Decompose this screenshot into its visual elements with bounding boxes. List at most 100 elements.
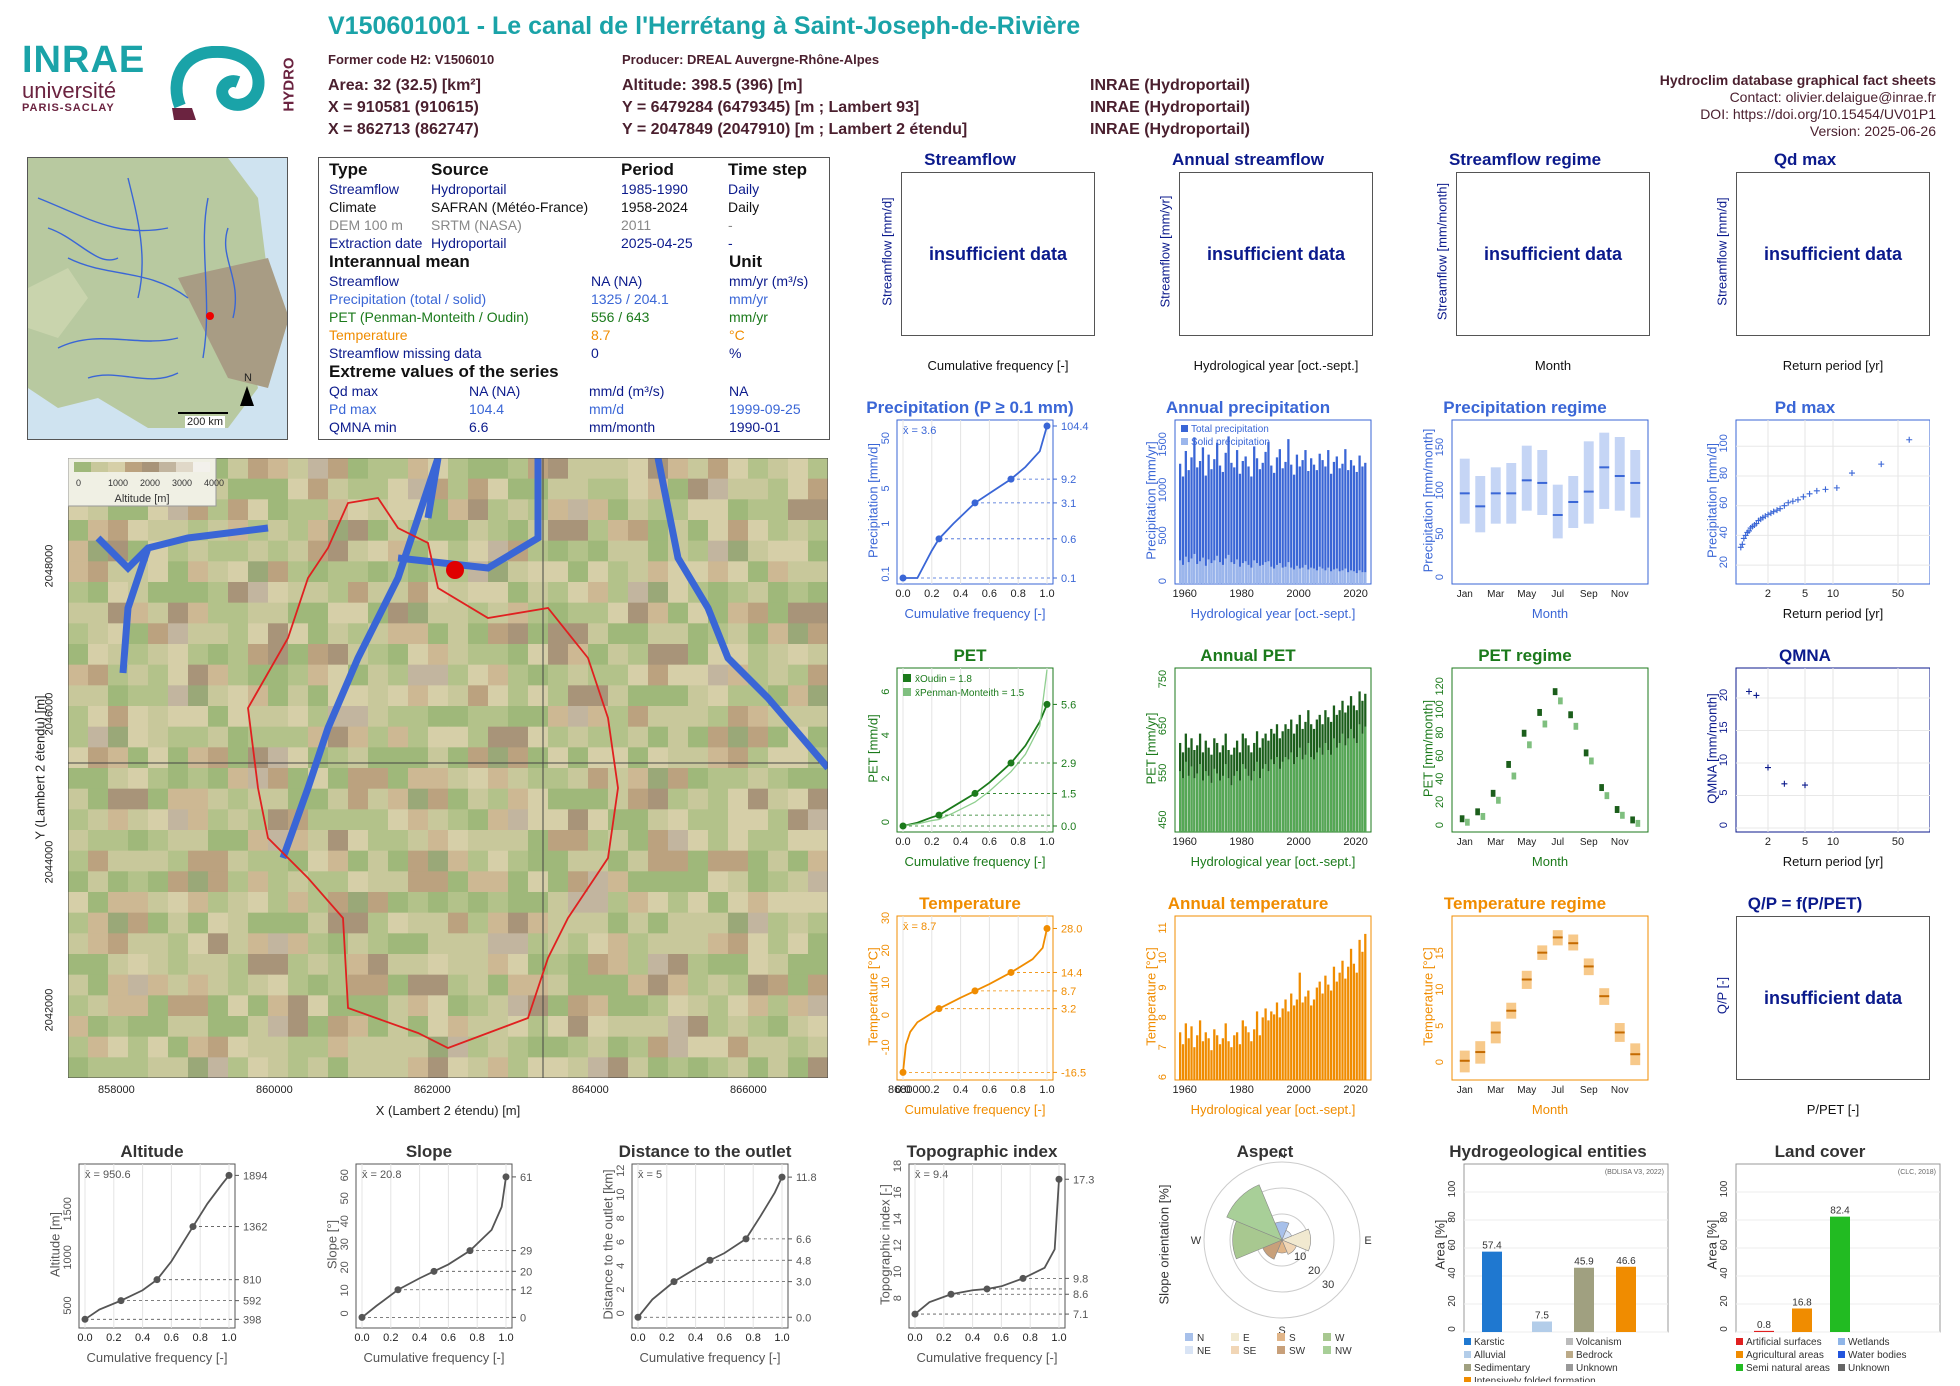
bar xyxy=(1238,780,1242,832)
chart-title: Aspect xyxy=(1236,1142,1294,1161)
dem-cell xyxy=(348,602,369,624)
dem-cell xyxy=(348,788,369,810)
dem-cell xyxy=(368,561,389,583)
x-lambert93: X = 910581 (910615) xyxy=(328,99,479,116)
dem-cell xyxy=(488,644,509,666)
dem-cell xyxy=(208,768,229,790)
dem-cell xyxy=(488,768,509,790)
dem-cell xyxy=(488,726,509,748)
dem-cell xyxy=(228,623,249,645)
x-tick-label: Jan xyxy=(1457,1085,1473,1096)
dem-cell xyxy=(468,499,489,521)
dem-cell xyxy=(128,706,149,728)
x-tick-label: 1.0 xyxy=(498,1332,513,1344)
dem-cell xyxy=(488,520,509,542)
dem-cell xyxy=(628,623,649,645)
dem-cell xyxy=(188,726,209,748)
dem-cell xyxy=(228,788,249,810)
chart-xlabel: Hydrological year [oct.-sept.] xyxy=(1193,358,1359,373)
dem-cell xyxy=(728,933,749,955)
dem-cell xyxy=(748,850,769,872)
bar xyxy=(1207,1038,1210,1080)
dem-cell xyxy=(388,644,409,666)
chart-ylabel: PET [mm/d] xyxy=(865,714,881,783)
quantile-marker xyxy=(971,987,979,995)
dem-cell xyxy=(168,830,189,852)
dem-cell xyxy=(168,540,189,562)
dem-cell xyxy=(428,809,449,831)
bar xyxy=(1196,563,1199,584)
plot-frame xyxy=(1451,419,1649,585)
dem-cell xyxy=(528,933,549,955)
dem-cell xyxy=(128,788,149,810)
y-tick-label: 9 xyxy=(1157,984,1169,990)
right-tick-label: 9.2 xyxy=(1061,474,1076,486)
dem-cell xyxy=(688,830,709,852)
quantile-marker xyxy=(189,1223,197,1231)
x-tick-label: Sep xyxy=(1580,837,1598,848)
dem-cell xyxy=(668,995,689,1017)
quantile-marker xyxy=(899,574,907,582)
dem-cell xyxy=(788,623,809,645)
dem-cell xyxy=(808,1057,829,1079)
dem-cell xyxy=(568,706,589,728)
dem-cell xyxy=(488,912,509,934)
bar xyxy=(1315,570,1319,584)
dem-cell xyxy=(608,478,629,500)
x-tick-label: 0.0 xyxy=(895,836,910,848)
dem-cell xyxy=(788,974,809,996)
chart-pet_regime: PET regime Jan Mar May Jul Sep Nov 0 20 40 60 80 100… xyxy=(1400,646,1650,876)
plot-frame xyxy=(896,915,1054,1081)
dem-cell xyxy=(648,871,669,893)
dem-cell xyxy=(708,871,729,893)
dem-cell xyxy=(268,954,289,976)
dem-cell xyxy=(288,664,309,686)
plot-frame xyxy=(78,1163,236,1329)
legend-label: SE xyxy=(1243,1346,1257,1357)
station-marker xyxy=(206,312,214,320)
dem-cell xyxy=(768,644,789,666)
dem-cell xyxy=(88,1036,109,1058)
dem-cell xyxy=(448,644,469,666)
dem-cell xyxy=(88,1057,109,1079)
dem-cell xyxy=(688,602,709,624)
dem-cell xyxy=(628,850,649,872)
dem-cell xyxy=(268,706,289,728)
bar xyxy=(1213,1029,1216,1080)
bar xyxy=(1221,564,1225,584)
chart-ylabel: QMNA [mm/month] xyxy=(1704,693,1720,804)
dem-cell xyxy=(388,974,409,996)
dem-cell xyxy=(308,499,329,521)
dem-cell xyxy=(428,1057,449,1079)
dem-cell xyxy=(308,933,329,955)
y-tick-label: 1500 xyxy=(1157,432,1169,456)
dem-cell xyxy=(768,726,789,748)
dem-cell xyxy=(348,871,369,893)
bar xyxy=(1270,759,1273,832)
dem-cell xyxy=(568,912,589,934)
x-tick-label: 0.6 xyxy=(982,588,997,600)
altitude: Altitude: 398.5 (396) [m] xyxy=(622,77,803,94)
dem-cell xyxy=(408,788,429,810)
bar xyxy=(1253,446,1256,584)
dem-cell xyxy=(508,768,529,790)
box-pm xyxy=(1511,772,1517,780)
dem-cell xyxy=(268,974,289,996)
dem-cell xyxy=(568,830,589,852)
dem-cell xyxy=(388,871,409,893)
bar xyxy=(1355,471,1358,584)
dem-legend-swatch xyxy=(108,462,125,472)
y-tick-label: -10 xyxy=(880,1039,892,1055)
dem-cell xyxy=(708,954,729,976)
bar xyxy=(1187,562,1190,584)
right-tick-label: 104.4 xyxy=(1061,421,1089,433)
x-tick-label: 0.0 xyxy=(354,1332,369,1344)
dem-cell xyxy=(228,458,249,480)
dem-cell xyxy=(368,582,389,604)
y-tick-label: 40 xyxy=(1718,526,1730,538)
dem-cell xyxy=(348,912,369,934)
dem-cell xyxy=(508,809,529,831)
